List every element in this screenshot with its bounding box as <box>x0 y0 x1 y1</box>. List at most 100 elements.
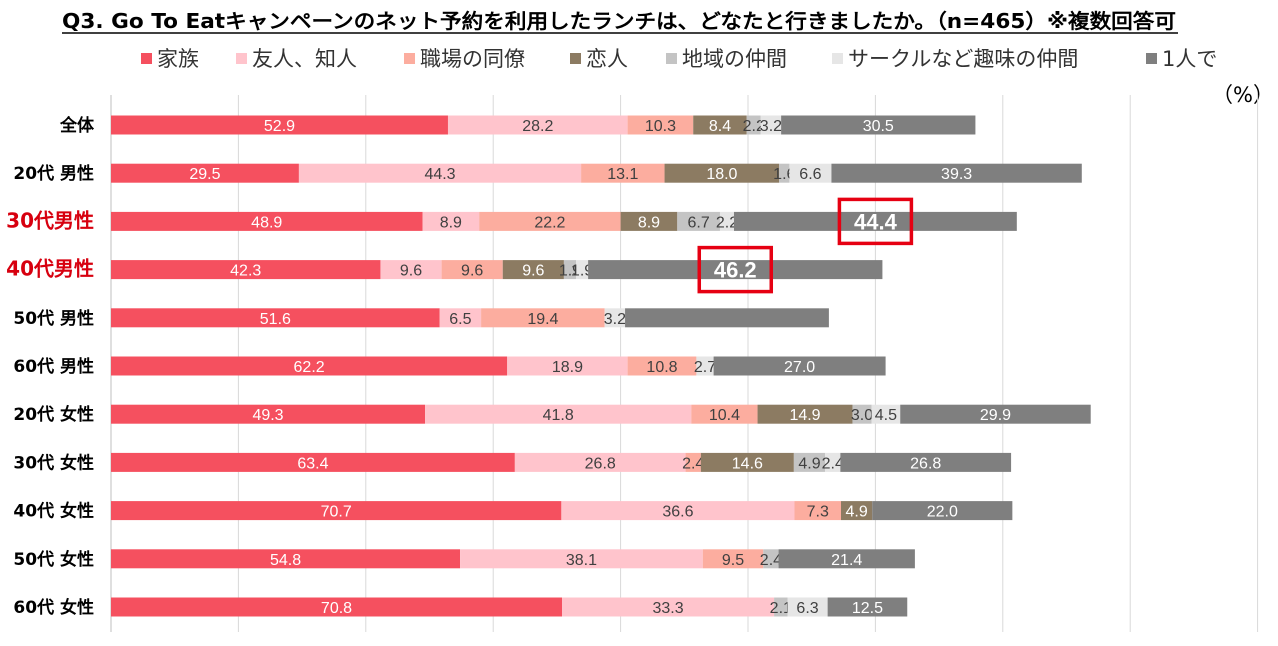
bars: 52.9 28.2 10.3 8.4 2.23.2 30.529.5 44.3 13.1 18.… <box>111 115 1091 617</box>
legend-swatch <box>236 53 247 64</box>
bar-segment <box>774 597 788 617</box>
bar-segment <box>111 211 423 231</box>
data-label: 46.2 <box>714 258 757 283</box>
bar-segment <box>719 211 734 231</box>
data-label: 44.4 <box>854 209 898 234</box>
category-label: 30代 女性 <box>13 452 94 473</box>
bar-segment <box>852 404 872 424</box>
data-label: 9.6 <box>461 263 483 280</box>
data-label: 41.8 <box>543 407 574 424</box>
data-label: 51.6 <box>260 311 291 328</box>
bar-segment <box>746 115 761 135</box>
highlight-box <box>697 245 774 294</box>
bar-segment <box>479 211 621 231</box>
bar-segment <box>713 356 886 376</box>
category-label: 20代 女性 <box>13 404 94 425</box>
bar-segment <box>700 452 794 472</box>
data-label: 49.3 <box>252 407 283 424</box>
bar-segment <box>677 211 720 231</box>
data-label: 14.6 <box>732 455 763 472</box>
data-label: 19.4 <box>527 311 558 328</box>
bar-segment <box>581 163 665 183</box>
bar-segment <box>111 597 562 617</box>
data-label: 8.9 <box>440 214 462 231</box>
bar-segment <box>841 501 873 521</box>
bar-segment <box>825 452 841 472</box>
bar-segment <box>793 452 826 472</box>
data-label: 29.5 <box>189 166 220 183</box>
bar-segment <box>789 163 832 183</box>
bar-segment <box>425 404 692 424</box>
data-label: 38.1 <box>566 552 597 569</box>
bar-segment <box>620 211 678 231</box>
data-label: 8.9 <box>638 214 660 231</box>
legend-label: 地域の仲間 <box>682 47 787 71</box>
data-label: 54.8 <box>270 552 301 569</box>
legend-label: 1人で <box>1162 47 1217 71</box>
bar-segment <box>604 308 626 328</box>
bar-segment <box>757 404 853 424</box>
data-label: 29.9 <box>980 407 1011 424</box>
bar-segment <box>627 356 697 376</box>
bar-segment <box>779 163 790 183</box>
bar-segment <box>787 597 828 617</box>
data-label: 2.4 <box>682 455 704 472</box>
legend-swatch <box>141 53 152 64</box>
bar-segment <box>298 163 582 183</box>
category-label: 60代 男性 <box>13 356 94 377</box>
data-label: 2.7 <box>694 359 716 376</box>
data-label: 27.0 <box>784 359 815 376</box>
bar-segment <box>831 163 1082 183</box>
data-label: 48.9 <box>251 214 282 231</box>
data-label: 3.2 <box>760 118 782 135</box>
data-label: 3.0 <box>851 407 873 424</box>
category-label: 40代男性 <box>6 257 94 281</box>
bar-segment <box>794 501 842 521</box>
data-label: 2.4 <box>822 455 844 472</box>
data-label: 70.8 <box>321 600 352 617</box>
bar-segment <box>781 115 976 135</box>
bar-segment <box>840 452 1012 472</box>
bar-segment <box>111 549 461 569</box>
bar-segment <box>447 115 628 135</box>
bar-segment <box>481 308 605 328</box>
data-label: 9.6 <box>400 263 422 280</box>
legend-label: 恋人 <box>586 47 628 71</box>
legend-label: サークルなど趣味の仲間 <box>848 47 1078 71</box>
bar-segment <box>872 501 1013 521</box>
category-label: 40代 女性 <box>13 501 94 522</box>
data-label: 9.6 <box>522 263 544 280</box>
bar-segment <box>441 260 503 280</box>
data-label: 2.2 <box>743 118 765 135</box>
data-label: 36.6 <box>662 504 693 521</box>
data-label: 10.3 <box>645 118 676 135</box>
bar-segment <box>827 597 908 617</box>
data-label: 18.9 <box>552 359 583 376</box>
bar-segment <box>760 115 782 135</box>
data-label: 1.9 <box>559 263 581 280</box>
data-label: 4.5 <box>875 407 897 424</box>
bar-segment <box>111 163 299 183</box>
category-label: 全体 <box>59 115 95 136</box>
data-label: 3.2 <box>604 311 626 328</box>
data-label: 2.4 <box>760 552 782 569</box>
data-label: 6.5 <box>449 311 471 328</box>
bar-segment <box>422 211 480 231</box>
bar-segment <box>514 452 686 472</box>
legend-swatch <box>570 53 581 64</box>
data-label: 21.4 <box>831 552 862 569</box>
chart-title: Q3. Go To Eatキャンペーンのネット予約を利用したランチは、どなたと行… <box>62 9 1176 33</box>
bar-segment <box>439 308 482 328</box>
bar-segment <box>460 549 703 569</box>
bar-segment <box>871 404 901 424</box>
legend-label: 家族 <box>157 47 199 71</box>
data-label: 6.7 <box>688 214 710 231</box>
data-label: 8.4 <box>709 118 731 135</box>
category-labels: 全体 20代 男性 30代男性 40代男性 50代 男性 60代 男性 20代 女性 30代 … <box>6 115 95 618</box>
bar-segment <box>111 404 426 424</box>
data-label: 52.9 <box>264 118 295 135</box>
data-label: 1.9 <box>571 263 593 280</box>
bar-segment <box>502 260 564 280</box>
bar-segment <box>563 260 577 280</box>
